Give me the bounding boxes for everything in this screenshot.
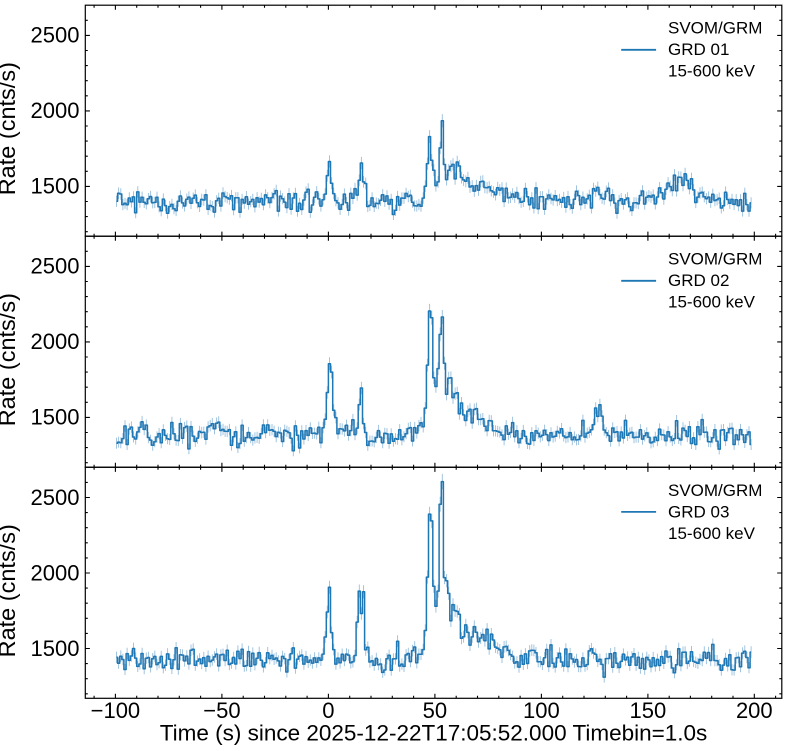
svg-text:2000: 2000: [31, 98, 80, 123]
svg-text:2000: 2000: [31, 560, 80, 585]
svg-text:GRD 02: GRD 02: [668, 271, 729, 290]
svg-text:GRD 03: GRD 03: [668, 502, 729, 521]
svg-text:SVOM/GRM: SVOM/GRM: [668, 19, 762, 38]
svg-text:−100: −100: [91, 698, 141, 723]
svg-text:1500: 1500: [31, 405, 80, 430]
svg-text:SVOM/GRM: SVOM/GRM: [668, 481, 762, 500]
svg-text:2500: 2500: [31, 23, 80, 48]
svg-text:100: 100: [523, 698, 560, 723]
svg-text:2000: 2000: [31, 329, 80, 354]
svg-text:1500: 1500: [31, 174, 80, 199]
svg-text:GRD 01: GRD 01: [668, 40, 729, 59]
svg-text:2500: 2500: [31, 485, 80, 510]
svg-text:−50: −50: [203, 698, 240, 723]
svg-text:Rate (cnts/s): Rate (cnts/s): [0, 524, 20, 657]
svg-text:Rate (cnts/s): Rate (cnts/s): [0, 62, 20, 195]
svg-text:Time (s) since 2025-12-22T17:0: Time (s) since 2025-12-22T17:05:52.000 T…: [160, 721, 708, 746]
svg-text:15-600 keV: 15-600 keV: [668, 524, 756, 543]
svg-text:SVOM/GRM: SVOM/GRM: [668, 250, 762, 269]
svg-text:0: 0: [322, 698, 334, 723]
svg-text:15-600 keV: 15-600 keV: [668, 293, 756, 312]
svg-text:150: 150: [630, 698, 667, 723]
svg-text:2500: 2500: [31, 254, 80, 279]
svg-text:15-600 keV: 15-600 keV: [668, 62, 756, 81]
svg-text:200: 200: [736, 698, 773, 723]
svg-text:50: 50: [423, 698, 447, 723]
svg-text:1500: 1500: [31, 636, 80, 661]
svg-text:Rate (cnts/s): Rate (cnts/s): [0, 293, 20, 426]
